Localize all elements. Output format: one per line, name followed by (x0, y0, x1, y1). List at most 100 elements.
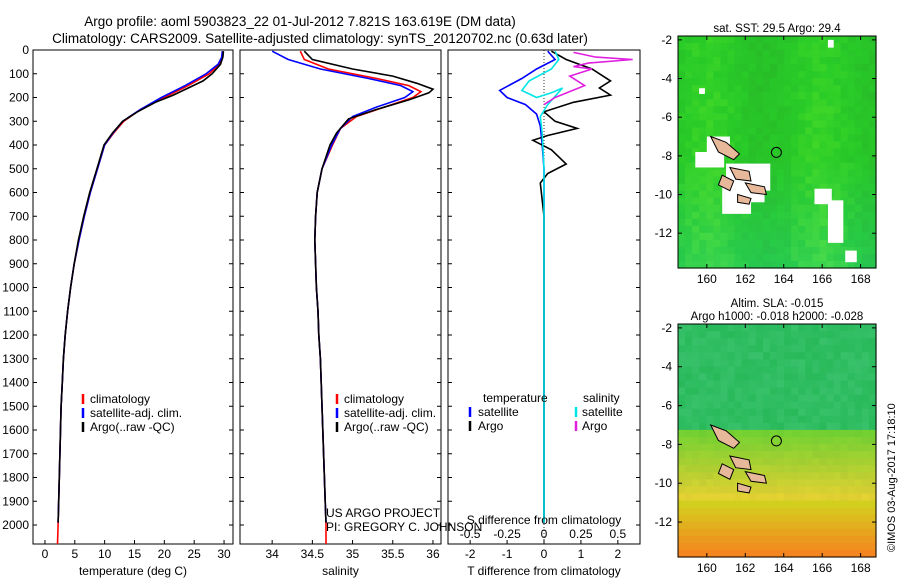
heatmap-cell (826, 50, 835, 58)
heatmap-cell (692, 514, 700, 523)
heatmap-cell (819, 366, 828, 375)
heatmap-cell (847, 500, 856, 509)
heatmap-cell (819, 204, 828, 213)
heatmap-cell (791, 437, 799, 445)
heatmap-cell (699, 479, 707, 487)
heatmap-cell (861, 113, 870, 121)
heatmap-cell (748, 225, 757, 234)
heatmap-cell (741, 514, 750, 523)
heatmap-cell (678, 338, 686, 346)
heatmap-cell (741, 521, 750, 530)
heatmap-cell (805, 465, 813, 473)
heatmap-cell (769, 380, 778, 389)
heatmap-cell (812, 415, 821, 424)
heatmap-cell (741, 422, 750, 431)
heatmap-cell (833, 458, 842, 466)
heatmap-cell (826, 415, 835, 424)
heatmap-cell (847, 64, 856, 72)
heatmap-cells (678, 324, 877, 558)
heatmap-cell (741, 239, 750, 248)
heatmap-cell (727, 99, 736, 107)
heatmap-cell (706, 239, 714, 248)
heatmap-cell (777, 415, 785, 424)
heatmap-cell (833, 92, 842, 100)
heatmap-cell (734, 408, 743, 417)
heatmap-cell (805, 211, 813, 220)
heatmap-cell (791, 246, 799, 255)
heatmap-cell (826, 535, 835, 544)
heatmap-cell (755, 528, 764, 537)
heatmap-cell (727, 458, 736, 466)
heatmap-cell (748, 120, 757, 128)
heatmap-cell (755, 366, 764, 375)
heatmap-cell (678, 155, 686, 164)
heatmap-cell (755, 85, 764, 93)
heatmap-cell (777, 465, 785, 473)
heatmap-cell (791, 352, 799, 360)
heatmap-cell (854, 521, 863, 530)
heatmap-cell (755, 92, 764, 100)
heatmap-cell (819, 162, 828, 171)
heatmap-cell (840, 50, 849, 58)
heatmap-cell (805, 415, 813, 424)
heatmap-cell (748, 127, 757, 135)
heatmap-cell (699, 50, 707, 58)
heatmap-cell (805, 458, 813, 466)
heatmap-cell (685, 528, 693, 537)
heatmap-cell (755, 352, 764, 360)
heatmap-cell (854, 64, 863, 72)
y-tick-label: 1300 (2, 352, 29, 366)
x-axis-label: T difference from climatology (467, 564, 621, 578)
heatmap-cell (777, 43, 785, 51)
heatmap-cell (748, 64, 757, 72)
heatmap-cell (727, 338, 736, 346)
heatmap-cell (791, 113, 799, 121)
heatmap-cell (791, 345, 799, 353)
heatmap-cell (812, 176, 821, 185)
heatmap-cell (748, 465, 757, 473)
heatmap-cell (826, 253, 835, 262)
heatmap-cell (861, 514, 870, 523)
heatmap-cell (861, 92, 870, 100)
heatmap-cell (748, 401, 757, 410)
heatmap-cell (685, 113, 693, 121)
heatmap-cell (861, 43, 870, 51)
heatmap-cell (812, 331, 821, 339)
heatmap-cell (685, 71, 693, 79)
island (744, 182, 768, 196)
heatmap-cell (762, 401, 771, 410)
heatmap-cell (805, 162, 813, 171)
heatmap-cell (868, 239, 877, 248)
heatmap-cell (727, 155, 736, 164)
heatmap-cell (840, 507, 849, 516)
heatmap-cell (706, 415, 714, 424)
heatmap-cell (854, 218, 863, 227)
heatmap-cell (819, 127, 828, 135)
heatmap-cell (812, 366, 821, 375)
heatmap-cell (727, 500, 736, 509)
missing-data-patch (699, 88, 705, 94)
heatmap-cell (741, 493, 750, 502)
heatmap-cell (720, 366, 729, 375)
heatmap-cell (748, 71, 757, 79)
plot-frame (32, 49, 234, 545)
heatmap-cell (847, 394, 856, 403)
heatmap-cell (840, 542, 849, 551)
heatmap-cell (791, 85, 799, 93)
heatmap-cell (769, 493, 778, 502)
heatmap-cell (741, 507, 750, 516)
heatmap-cell (727, 36, 736, 44)
heatmap-cell (706, 359, 714, 367)
heatmap-cell (805, 204, 813, 213)
heatmap-cell (720, 169, 729, 178)
heatmap-cell (755, 64, 764, 72)
heatmap-cell (861, 50, 870, 58)
heatmap-cell (699, 218, 707, 227)
heatmap-cell (685, 500, 693, 509)
heatmap-cell (805, 197, 813, 206)
heatmap-cell (777, 246, 785, 255)
heatmap-cell (798, 359, 806, 367)
heatmap-cell (861, 507, 870, 516)
heatmap-cell (805, 387, 813, 396)
heatmap-cell (713, 324, 722, 332)
